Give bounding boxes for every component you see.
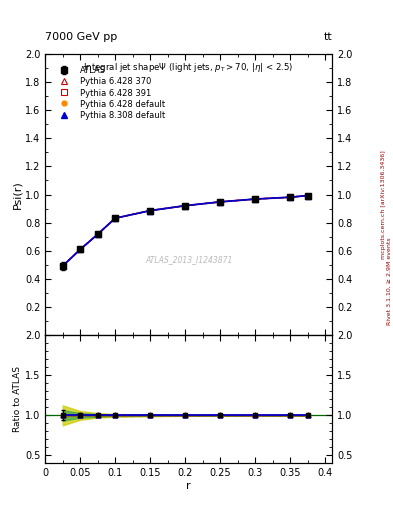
Legend: ATLAS, Pythia 6.428 370, Pythia 6.428 391, Pythia 6.428 default, Pythia 8.308 de: ATLAS, Pythia 6.428 370, Pythia 6.428 39… xyxy=(55,67,165,120)
Text: tt: tt xyxy=(323,32,332,42)
Pythia 8.308 default xyxy=(78,246,83,252)
Pythia 8.308 default xyxy=(183,203,187,209)
Line: Pythia 6.428 370: Pythia 6.428 370 xyxy=(60,193,310,269)
Pythia 6.428 default xyxy=(113,215,118,221)
Pythia 8.308 default xyxy=(113,215,118,221)
Pythia 6.428 391 xyxy=(78,246,83,252)
Pythia 6.428 370 xyxy=(78,246,83,252)
Line: Pythia 6.428 391: Pythia 6.428 391 xyxy=(60,193,310,269)
Pythia 6.428 391 xyxy=(113,215,118,221)
Pythia 8.308 default xyxy=(253,196,257,202)
Pythia 6.428 391 xyxy=(148,207,152,214)
Y-axis label: Ratio to ATLAS: Ratio to ATLAS xyxy=(13,367,22,432)
Text: 7000 GeV pp: 7000 GeV pp xyxy=(45,32,118,42)
X-axis label: r: r xyxy=(186,481,191,491)
Pythia 8.308 default xyxy=(148,207,152,214)
Pythia 6.428 370 xyxy=(253,196,257,202)
Pythia 6.428 370 xyxy=(95,231,100,238)
Pythia 8.308 default xyxy=(218,199,222,205)
Pythia 8.308 default xyxy=(305,193,310,199)
Text: ATLAS_2013_I1243871: ATLAS_2013_I1243871 xyxy=(145,255,232,264)
Pythia 6.428 370 xyxy=(148,207,152,214)
Pythia 6.428 default xyxy=(78,246,83,252)
Pythia 6.428 default xyxy=(305,193,310,199)
Pythia 6.428 391 xyxy=(183,203,187,209)
Pythia 6.428 370 xyxy=(183,203,187,209)
Pythia 6.428 default xyxy=(148,207,152,214)
Pythia 6.428 391 xyxy=(253,196,257,202)
Pythia 6.428 default xyxy=(218,199,222,205)
Pythia 6.428 370 xyxy=(288,194,292,200)
Pythia 6.428 370 xyxy=(305,193,310,199)
Pythia 6.428 391 xyxy=(288,194,292,200)
Pythia 6.428 370 xyxy=(61,263,65,269)
Pythia 8.308 default xyxy=(288,194,292,200)
Line: Pythia 6.428 default: Pythia 6.428 default xyxy=(60,193,310,268)
Text: Rivet 3.1.10, ≥ 2.9M events: Rivet 3.1.10, ≥ 2.9M events xyxy=(387,238,391,326)
Pythia 6.428 391 xyxy=(305,193,310,199)
Text: Integral jet shape$\Psi$ (light jets, $p_{\rm T}$$>$70, $|\eta|$ < 2.5): Integral jet shape$\Psi$ (light jets, $p… xyxy=(83,61,294,74)
Text: mcplots.cern.ch [arXiv:1306.3436]: mcplots.cern.ch [arXiv:1306.3436] xyxy=(381,151,386,259)
Pythia 6.428 370 xyxy=(218,199,222,205)
Line: Pythia 8.308 default: Pythia 8.308 default xyxy=(60,193,310,269)
Y-axis label: Psi(r): Psi(r) xyxy=(12,180,22,209)
Pythia 6.428 default xyxy=(253,196,257,202)
Pythia 6.428 391 xyxy=(95,231,100,238)
Pythia 6.428 370 xyxy=(113,215,118,221)
Pythia 6.428 391 xyxy=(61,263,65,269)
Pythia 8.308 default xyxy=(61,263,65,269)
Pythia 6.428 391 xyxy=(218,199,222,205)
Pythia 8.308 default xyxy=(95,231,100,238)
Pythia 6.428 default xyxy=(61,263,65,269)
Pythia 6.428 default xyxy=(288,194,292,200)
Pythia 6.428 default xyxy=(95,231,100,238)
Pythia 6.428 default xyxy=(183,203,187,209)
